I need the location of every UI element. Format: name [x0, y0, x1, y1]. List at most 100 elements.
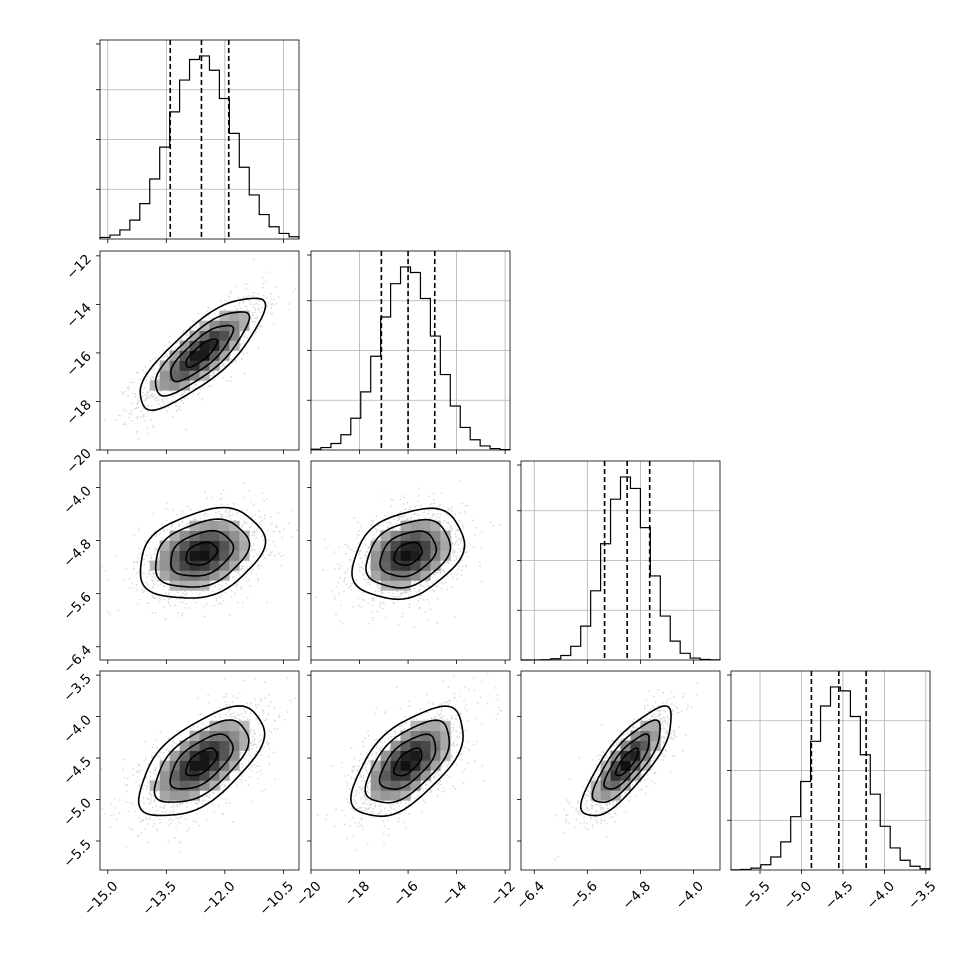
- density-cell: [239, 730, 250, 741]
- density-cell: [219, 330, 230, 341]
- panel-content: [554, 682, 698, 860]
- density-cell: [169, 570, 180, 581]
- density-cell: [390, 740, 401, 751]
- panel-frame: [520, 460, 721, 661]
- density-cell: [600, 790, 611, 801]
- density-cell: [239, 310, 250, 321]
- density-cell: [410, 750, 421, 761]
- x-tick-label: −18: [342, 878, 373, 909]
- contour-line: [139, 506, 267, 599]
- density-cell: [179, 380, 190, 391]
- histogram-step: [730, 686, 931, 871]
- density-cell: [199, 780, 210, 791]
- density-cell: [400, 540, 411, 551]
- panel-frame: [310, 670, 511, 871]
- density-cell: [370, 540, 381, 551]
- density-cell: [420, 570, 431, 581]
- x-tick-label: −12: [487, 878, 518, 909]
- density-cell: [189, 760, 200, 771]
- x-tick-label: −3.5: [905, 878, 939, 912]
- x-tick-label: −14: [439, 878, 470, 909]
- panel-3-1: −20 −18 −16 −14 −12: [293, 670, 519, 910]
- density-cell: [209, 760, 220, 771]
- density-cell: [239, 540, 250, 551]
- density-cell: [610, 750, 621, 761]
- density-cell: [229, 540, 240, 551]
- density-cell: [159, 370, 170, 381]
- grid-lines: [521, 461, 720, 660]
- contour-line: [379, 530, 438, 578]
- contour-line: [170, 529, 235, 577]
- density-cell: [199, 330, 210, 341]
- x-tick-label: −4.0: [673, 878, 707, 912]
- density-cell: [229, 730, 240, 741]
- density-cell: [239, 320, 250, 331]
- density-cell: [209, 350, 220, 361]
- y-tick-label: −16: [63, 348, 94, 379]
- y-tick-label: −14: [63, 300, 94, 331]
- density-cell: [370, 560, 381, 571]
- density-cell: [229, 760, 240, 771]
- density-cell: [400, 550, 411, 561]
- density-cell: [430, 550, 441, 561]
- density-cell: [420, 770, 431, 781]
- density-cell: [229, 520, 240, 531]
- density-cell: [219, 750, 230, 761]
- density-cell: [430, 750, 441, 761]
- panel-3-3: −5.5 −5.0 −4.5 −4.0 −3.5: [727, 670, 939, 913]
- density-cell: [229, 320, 240, 331]
- density-cell: [400, 770, 411, 781]
- density-cell: [219, 340, 230, 351]
- density-cell: [209, 520, 220, 531]
- density-cell: [430, 730, 441, 741]
- density-cell: [630, 740, 641, 751]
- density-cell: [610, 770, 621, 781]
- density-cell: [189, 790, 200, 801]
- density-cell: [219, 550, 230, 561]
- density-cell: [179, 370, 190, 381]
- density-cell: [410, 570, 421, 581]
- panel-2-1: [307, 460, 511, 664]
- density-cell: [149, 380, 160, 391]
- density-cell: [420, 720, 431, 731]
- density-cell: [610, 780, 621, 791]
- density-cell: [209, 330, 220, 341]
- density-cell: [370, 760, 381, 771]
- x-tick-label: −4.8: [620, 878, 654, 912]
- density-cell: [630, 750, 641, 761]
- density-cell: [390, 750, 401, 761]
- density-cell: [199, 560, 210, 571]
- density-cell: [179, 340, 190, 351]
- density-cell: [179, 560, 190, 571]
- density-cell: [420, 730, 431, 741]
- panel-frame: [310, 250, 511, 451]
- density-cell: [229, 740, 240, 751]
- contour-line: [603, 733, 650, 790]
- density-cell: [159, 380, 170, 391]
- density-cell: [169, 790, 180, 801]
- density-cell: [400, 790, 411, 801]
- density-cell: [630, 730, 641, 741]
- density-cell: [380, 760, 391, 771]
- density-cell: [179, 540, 190, 551]
- density-cell: [420, 520, 431, 531]
- histogram-step: [520, 476, 721, 661]
- contour-line: [351, 507, 466, 601]
- density-cell: [209, 570, 220, 581]
- density-cell: [650, 720, 661, 731]
- density-cell: [239, 550, 250, 561]
- density-cell: [199, 550, 210, 561]
- panel-2-2: [517, 460, 721, 664]
- panel-frame: [99, 670, 300, 871]
- density-cell: [209, 740, 220, 751]
- panel-frame: [99, 250, 300, 451]
- density-cell: [420, 760, 431, 771]
- panel-1-1: [307, 250, 511, 454]
- panel-frame: [520, 670, 721, 871]
- density-cell: [600, 780, 611, 791]
- panel-0-0: [96, 39, 300, 243]
- density-cell: [640, 720, 651, 731]
- y-tick-label: −5.6: [60, 589, 94, 623]
- density-cell: [370, 550, 381, 561]
- density-cell: [179, 780, 190, 791]
